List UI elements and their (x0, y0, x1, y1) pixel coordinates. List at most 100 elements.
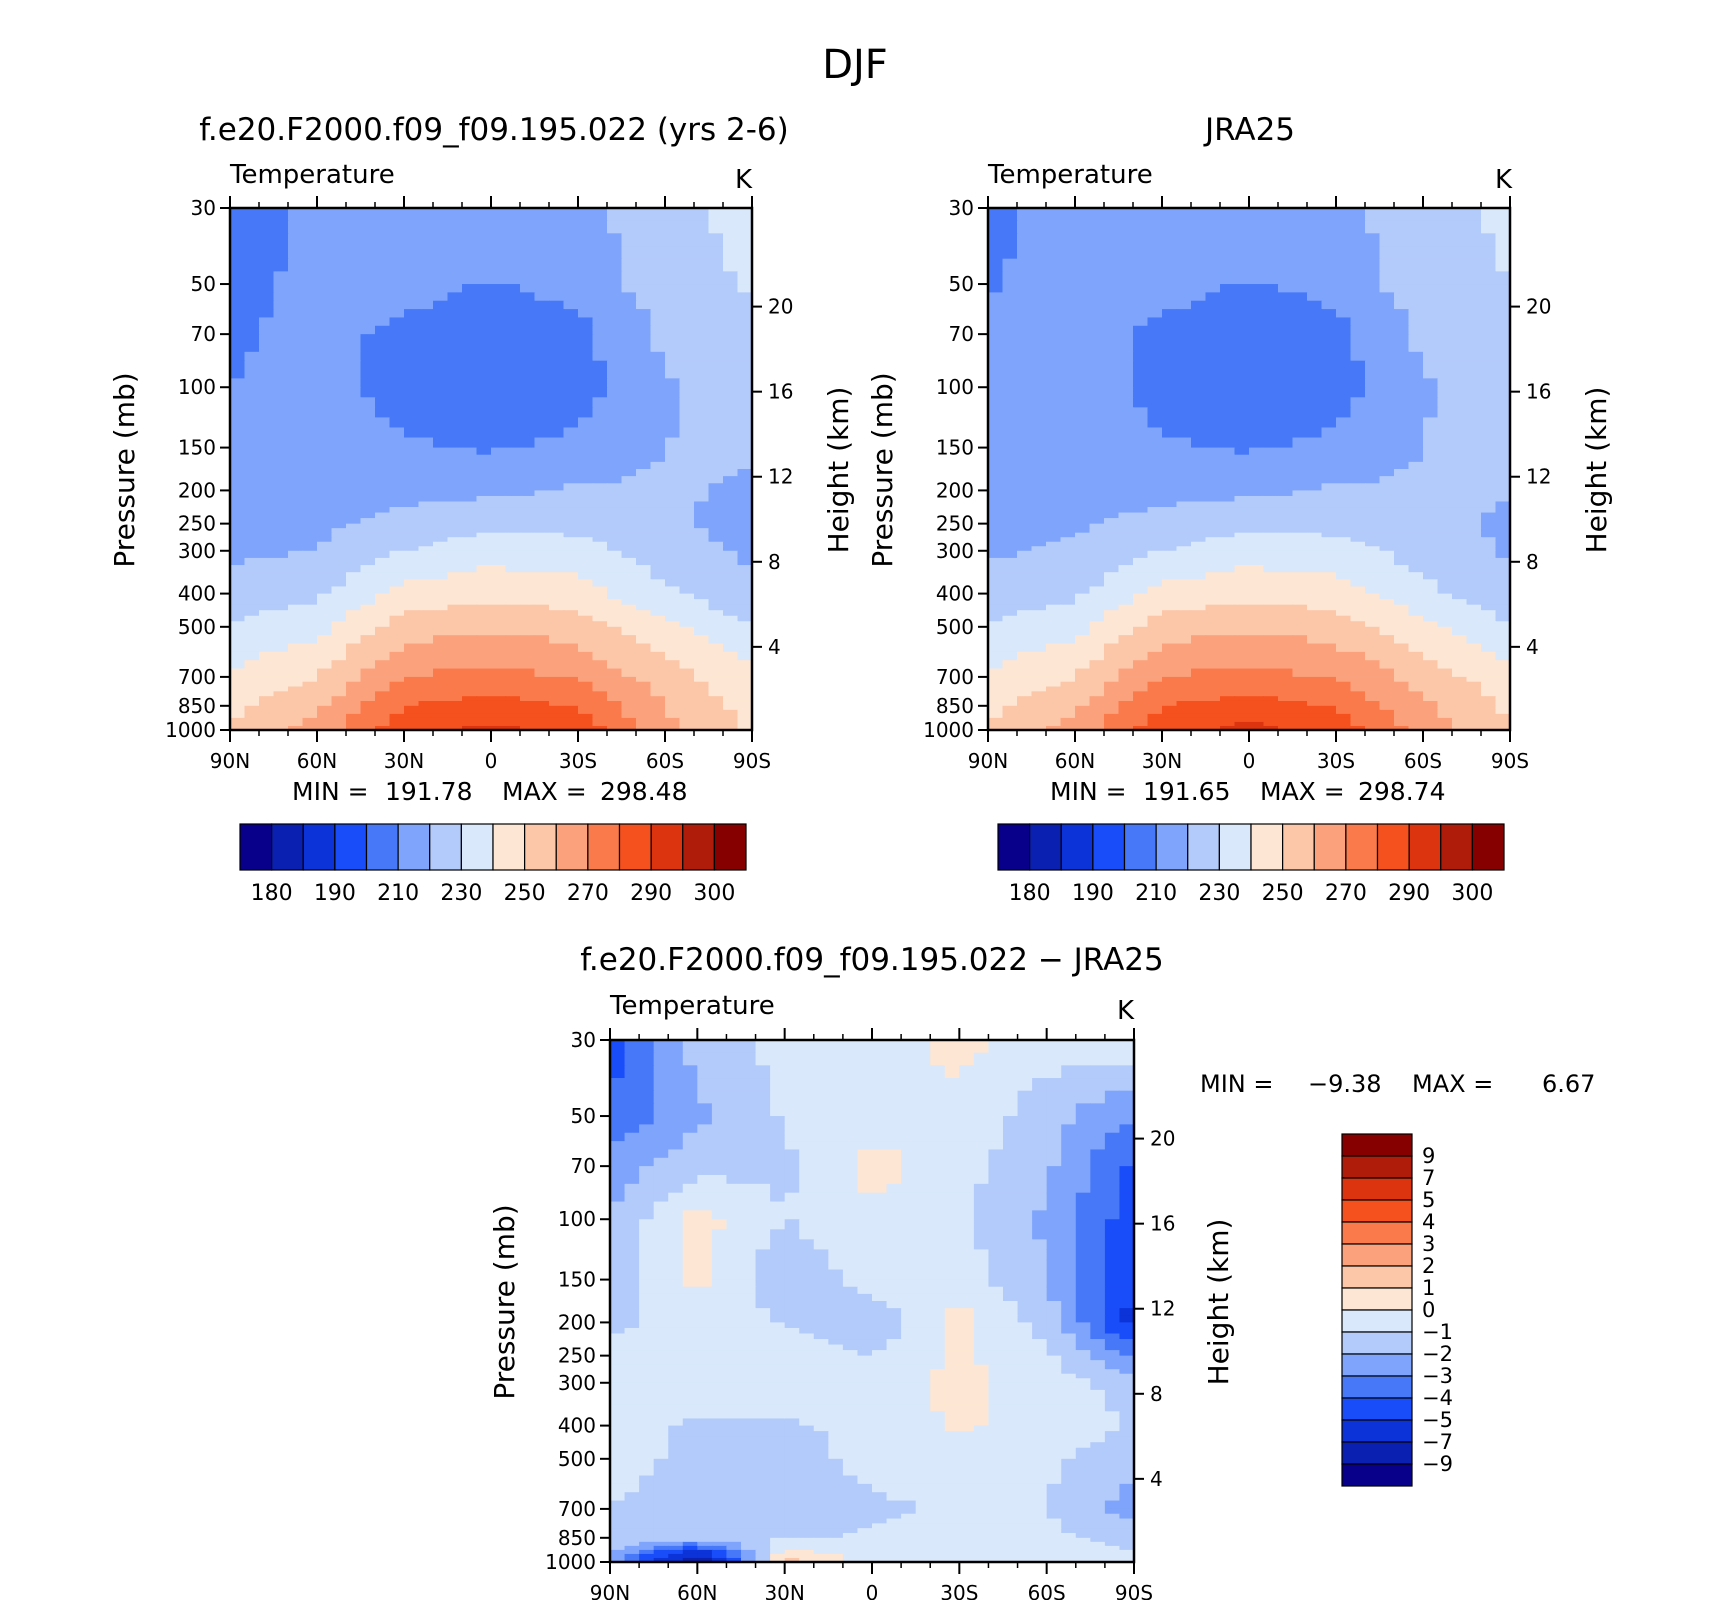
contour-cell (230, 461, 246, 470)
contour-cell (1394, 447, 1410, 456)
contour-cell (1060, 507, 1076, 514)
contour-cell (1176, 397, 1192, 408)
contour-cell (360, 387, 376, 398)
contour-cell (1234, 271, 1250, 285)
contour-cell (1263, 626, 1279, 636)
contour-cell (1437, 334, 1453, 344)
contour-cell (607, 721, 623, 727)
contour-cell (1466, 501, 1482, 508)
contour-cell (636, 300, 652, 310)
contour-cell (1437, 490, 1453, 497)
contour-cell (1191, 292, 1207, 302)
contour-cell (607, 621, 623, 628)
contour-cell (1133, 565, 1149, 573)
contour-cell (331, 407, 347, 419)
contour-cell (650, 233, 666, 247)
contour-cell (1278, 317, 1294, 327)
contour-cell (723, 360, 739, 371)
contour-cell (621, 691, 637, 697)
contour-cell (549, 360, 565, 371)
contour-cell (1423, 501, 1439, 508)
contour-cell (1176, 208, 1192, 222)
contour-cell (462, 626, 478, 636)
contour-cell (389, 300, 405, 310)
contour-cell (1191, 334, 1207, 344)
contour-cell (1046, 447, 1062, 456)
contour-cell (1234, 610, 1250, 617)
contour-cell (259, 407, 275, 419)
contour-cell (404, 717, 420, 723)
contour-cell (331, 501, 347, 508)
contour-cell (1075, 635, 1091, 645)
contour-cell (1031, 696, 1047, 702)
contour-cell (650, 550, 666, 559)
contour-cell (375, 469, 391, 477)
contour-cell (534, 427, 550, 439)
contour-cell (476, 668, 492, 678)
contour-cell (462, 309, 478, 319)
contour-cell (737, 705, 753, 711)
contour-cell (1031, 501, 1047, 508)
contour-cell (1350, 528, 1366, 534)
contour-cell (1162, 691, 1178, 697)
contour-cell (1379, 604, 1395, 611)
contour-cell (1495, 351, 1511, 362)
contour-cell (1205, 615, 1221, 622)
contour-cell (578, 447, 594, 456)
contour-cell (1191, 593, 1207, 600)
contour-cell (1147, 246, 1163, 260)
contour-cell (1133, 476, 1149, 484)
contour-cell (1292, 681, 1308, 688)
contour-cell (1147, 325, 1163, 335)
contour-cell (273, 709, 289, 715)
contour-cell (244, 342, 260, 353)
contour-cell (737, 550, 753, 559)
contour-cell (1263, 461, 1279, 470)
contour-cell (1292, 651, 1308, 661)
contour-cell (1249, 258, 1265, 272)
contour-cell (1089, 691, 1105, 697)
contour-cell (288, 604, 304, 611)
contour-cell (636, 233, 652, 247)
contour-cell (592, 427, 608, 439)
contour-cell (534, 454, 550, 463)
contour-cell (1002, 325, 1018, 335)
contour-cell (650, 593, 666, 600)
contour-cell (317, 427, 333, 439)
contour-cell (592, 208, 608, 222)
contour-cell (1408, 447, 1424, 456)
contour-cell (1046, 660, 1062, 670)
contour-cell (1379, 284, 1395, 293)
contour-cell (563, 292, 579, 302)
contour-cell (1394, 572, 1410, 580)
contour-cell (723, 572, 739, 580)
contour-cell (1031, 292, 1047, 302)
contour-cell (273, 518, 289, 525)
contour-cell (1336, 610, 1352, 617)
contour-cell (534, 246, 550, 260)
contour-cell (1350, 604, 1366, 611)
contour-cell (288, 621, 304, 628)
contour-cell (259, 557, 275, 566)
contour-cell (1452, 541, 1468, 547)
contour-cell (491, 676, 507, 683)
contour-cell (534, 292, 550, 302)
contour-cell (1046, 572, 1062, 580)
contour-cell (621, 593, 637, 600)
contour-cell (723, 599, 739, 606)
contour-cell (462, 507, 478, 514)
contour-cell (302, 483, 318, 492)
contour-cell (1292, 447, 1308, 456)
contour-cell (418, 490, 434, 497)
contour-cell (607, 309, 623, 319)
contour-cell (708, 461, 724, 470)
contour-cell (636, 557, 652, 566)
contour-cell (1336, 604, 1352, 611)
contour-cell (244, 461, 260, 470)
contour-cell (694, 284, 710, 293)
contour-cell (636, 208, 652, 222)
contour-cell (1263, 537, 1279, 543)
contour-cell (1466, 351, 1482, 362)
contour-cell (273, 447, 289, 456)
contour-cell (1191, 557, 1207, 566)
